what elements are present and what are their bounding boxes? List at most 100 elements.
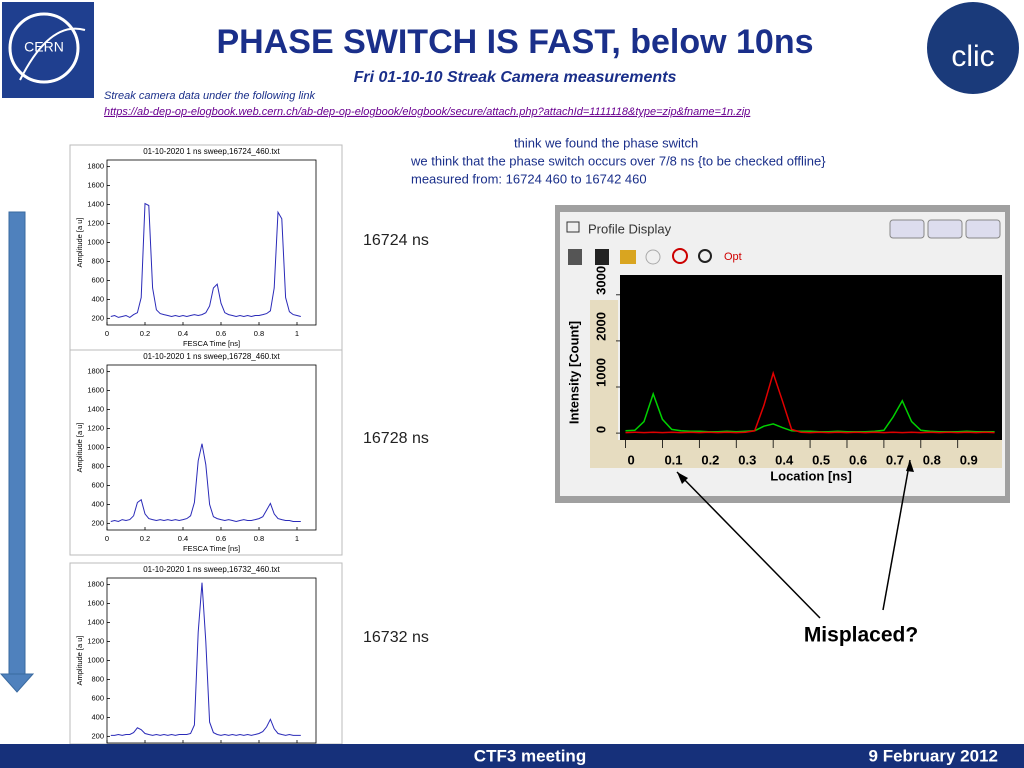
footer-meeting: CTF3 meeting bbox=[474, 746, 586, 765]
maximize-button[interactable] bbox=[927, 219, 963, 239]
x-tick-label: 0.5 bbox=[812, 452, 830, 467]
x-tick-label: 0.8 bbox=[923, 452, 941, 467]
plot-frame bbox=[106, 159, 317, 326]
panel-label: 16724 ns bbox=[363, 232, 429, 249]
annotation: Misplaced? bbox=[804, 624, 918, 647]
pointer-head bbox=[906, 460, 914, 472]
y-tick-label: 800 bbox=[91, 461, 104, 470]
chart-title: 01-10-2020 1 ns sweep,16732_460.txt bbox=[143, 565, 280, 574]
x-tick-label: 0.4 bbox=[178, 329, 188, 338]
x-tick-label: 0.6 bbox=[216, 329, 226, 338]
panel-label: 16728 ns bbox=[363, 430, 429, 447]
y-axis-label: Amplitude [a u] bbox=[75, 635, 84, 685]
subtitle: Fri 01-10-10 Streak Camera measurements bbox=[354, 69, 677, 86]
x-tick-label: 0.2 bbox=[140, 534, 150, 543]
y-axis-label: Intensity [Count] bbox=[566, 321, 581, 424]
tool-icon[interactable] bbox=[620, 250, 636, 264]
data-line bbox=[110, 202, 301, 318]
charts: 01-10-2020 1 ns sweep,16724_460.txt 0 0.2 0… bbox=[69, 144, 995, 766]
data-line bbox=[625, 370, 995, 434]
y-tick-label: 2000 bbox=[593, 312, 608, 341]
y-tick-label: 400 bbox=[91, 712, 104, 721]
link[interactable]: https://ab-dep-op-elogbook.web.cern.ch/a… bbox=[104, 106, 750, 118]
close-button[interactable] bbox=[965, 219, 1001, 239]
x-tick-label: 0.9 bbox=[960, 452, 978, 467]
x-tick-label: 0.2 bbox=[140, 329, 150, 338]
pointer-line bbox=[676, 471, 821, 619]
arrow-shaft bbox=[8, 211, 26, 675]
y-tick-label: 1000 bbox=[87, 655, 104, 664]
title: PHASE SWITCH IS FAST, below 10ns bbox=[217, 23, 814, 61]
plot-area bbox=[620, 275, 1002, 440]
y-tick-label: 200 bbox=[91, 518, 104, 527]
tool-icon[interactable] bbox=[595, 249, 609, 265]
tool-option[interactable]: Opt bbox=[724, 251, 742, 263]
pointer-line bbox=[882, 459, 911, 611]
x-tick-label: 0.8 bbox=[254, 534, 264, 543]
tool-icon[interactable] bbox=[645, 249, 661, 265]
y-tick-label: 0 bbox=[593, 426, 608, 433]
x-axis-label: FESCA Time [ns] bbox=[183, 339, 240, 348]
y-tick-label: 600 bbox=[91, 480, 104, 489]
x-axis-label: FESCA Time [ns] bbox=[183, 544, 240, 553]
x-tick-label: 1 bbox=[295, 534, 299, 543]
x-tick-label: 0.8 bbox=[254, 329, 264, 338]
data-line bbox=[625, 391, 995, 433]
pointer-head bbox=[677, 472, 688, 484]
y-tick-label: 1800 bbox=[87, 162, 104, 171]
x-tick-label: 0.2 bbox=[701, 452, 719, 467]
x-tick-label: 0.4 bbox=[178, 534, 188, 543]
footer-bar bbox=[0, 744, 1024, 768]
y-tick-label: 1400 bbox=[87, 405, 104, 414]
y-tick-label: 1800 bbox=[87, 367, 104, 376]
x-tick-label: 0.4 bbox=[775, 452, 794, 467]
y-tick-label: 1400 bbox=[87, 618, 104, 627]
y-tick-label: 1000 bbox=[87, 442, 104, 451]
logo-text: clic bbox=[951, 40, 994, 73]
tool-icon[interactable] bbox=[568, 249, 582, 265]
logo-text: CERN bbox=[24, 39, 64, 55]
data-line bbox=[110, 582, 301, 736]
axis-strip bbox=[590, 440, 1002, 468]
note: we think that the phase switch occurs ov… bbox=[410, 153, 826, 168]
tool-icon[interactable] bbox=[698, 249, 712, 263]
note: measured from: 16724 460 to 16742 460 bbox=[411, 171, 647, 186]
arrow-head bbox=[0, 673, 35, 693]
minimize-button[interactable] bbox=[889, 219, 925, 239]
x-tick-label: 0.6 bbox=[216, 534, 226, 543]
x-axis-label: Location [ns] bbox=[770, 468, 852, 483]
y-tick-label: 1000 bbox=[87, 237, 104, 246]
intro: Streak camera data under the following l… bbox=[104, 90, 315, 102]
y-tick-label: 800 bbox=[91, 256, 104, 265]
clic-logo bbox=[927, 2, 1019, 94]
y-tick-label: 400 bbox=[91, 294, 104, 303]
x-tick-label: 0 bbox=[105, 534, 109, 543]
y-tick-label: 800 bbox=[91, 674, 104, 683]
y-tick-label: 400 bbox=[91, 499, 104, 508]
y-tick-label: 1200 bbox=[87, 219, 104, 228]
y-tick-label: 1000 bbox=[593, 358, 608, 387]
y-tick-label: 3000 bbox=[593, 266, 608, 295]
footer-date: 9 February 2012 bbox=[869, 746, 998, 765]
x-tick-label: 0.1 bbox=[664, 452, 682, 467]
plot-frame bbox=[106, 364, 317, 531]
x-tick-label: 0 bbox=[105, 329, 109, 338]
y-axis-label: Amplitude [a u] bbox=[75, 422, 84, 472]
x-tick-label: 0 bbox=[628, 452, 635, 467]
note: think we found the phase switch bbox=[514, 135, 698, 150]
panel-label: 16732 ns bbox=[363, 629, 429, 646]
x-tick-label: 1 bbox=[295, 329, 299, 338]
y-tick-label: 200 bbox=[91, 313, 104, 322]
y-tick-label: 1600 bbox=[87, 386, 104, 395]
y-tick-label: 1200 bbox=[87, 424, 104, 433]
y-axis-label: Amplitude [a u] bbox=[75, 217, 84, 267]
y-tick-label: 600 bbox=[91, 275, 104, 284]
logo-stroke bbox=[19, 27, 86, 81]
x-tick-label: 0.6 bbox=[849, 452, 867, 467]
chart-title: 01-10-2020 1 ns sweep,16724_460.txt bbox=[143, 147, 280, 156]
tool-icon[interactable] bbox=[672, 248, 688, 264]
y-tick-label: 1800 bbox=[87, 580, 104, 589]
x-tick-label: 0.3 bbox=[738, 452, 756, 467]
y-tick-label: 600 bbox=[91, 693, 104, 702]
